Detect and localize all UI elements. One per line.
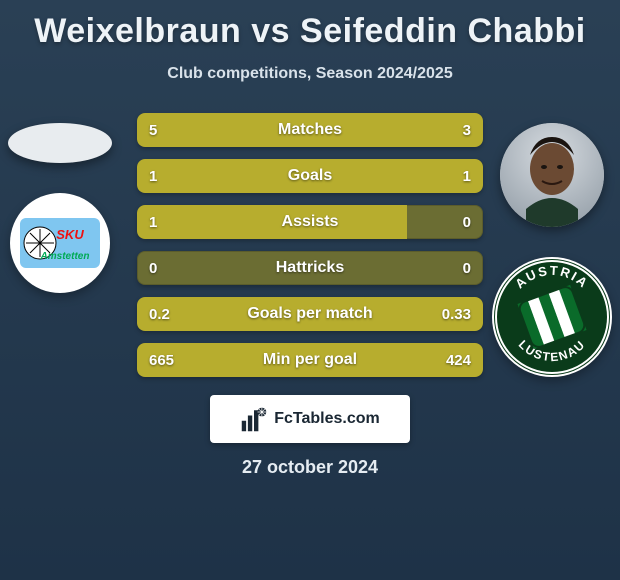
left-player-photo: [8, 123, 112, 163]
svg-text:SKU: SKU: [56, 227, 84, 242]
right-club-logo: AUSTRIA LUSTENAU: [492, 257, 612, 377]
fctables-badge[interactable]: FcTables.com: [210, 395, 410, 443]
fctables-logo-icon: [240, 405, 268, 433]
stat-label: Min per goal: [137, 351, 483, 369]
stat-value-right: 3: [463, 122, 471, 139]
stat-row: 1Goals1: [137, 159, 483, 193]
date-label: 27 october 2024: [0, 457, 620, 478]
stat-label: Matches: [137, 121, 483, 139]
left-club-logo: SKU Amstetten: [10, 193, 110, 293]
stat-label: Goals: [137, 167, 483, 185]
sku-amstetten-logo-icon: SKU Amstetten: [10, 193, 110, 293]
right-player-photo: [500, 123, 604, 227]
stat-row: 0Hattricks0: [137, 251, 483, 285]
stat-row: 0.2Goals per match0.33: [137, 297, 483, 331]
stat-value-right: 424: [446, 352, 471, 369]
stat-value-right: 0.33: [442, 306, 471, 323]
comparison-content: SKU Amstetten 5Matches31Goals11Assists00…: [0, 113, 620, 377]
player-headshot-icon: [500, 123, 604, 227]
page-title: Weixelbraun vs Seifeddin Chabbi: [0, 0, 620, 51]
fctables-label: FcTables.com: [274, 410, 380, 428]
austria-lustenau-logo-icon: AUSTRIA LUSTENAU: [492, 257, 612, 377]
stat-row: 665Min per goal424: [137, 343, 483, 377]
right-player-column: AUSTRIA LUSTENAU: [492, 123, 612, 377]
stat-value-right: 0: [463, 260, 471, 277]
subtitle: Club competitions, Season 2024/2025: [0, 65, 620, 83]
stat-value-right: 0: [463, 214, 471, 231]
stat-value-right: 1: [463, 168, 471, 185]
left-player-column: SKU Amstetten: [8, 123, 112, 293]
stat-label: Hattricks: [137, 259, 483, 277]
stat-row: 1Assists0: [137, 205, 483, 239]
stat-label: Goals per match: [137, 305, 483, 323]
stat-row: 5Matches3: [137, 113, 483, 147]
stats-bars: 5Matches31Goals11Assists00Hattricks00.2G…: [137, 113, 483, 377]
svg-text:Amstetten: Amstetten: [40, 251, 90, 262]
stat-label: Assists: [137, 213, 483, 231]
